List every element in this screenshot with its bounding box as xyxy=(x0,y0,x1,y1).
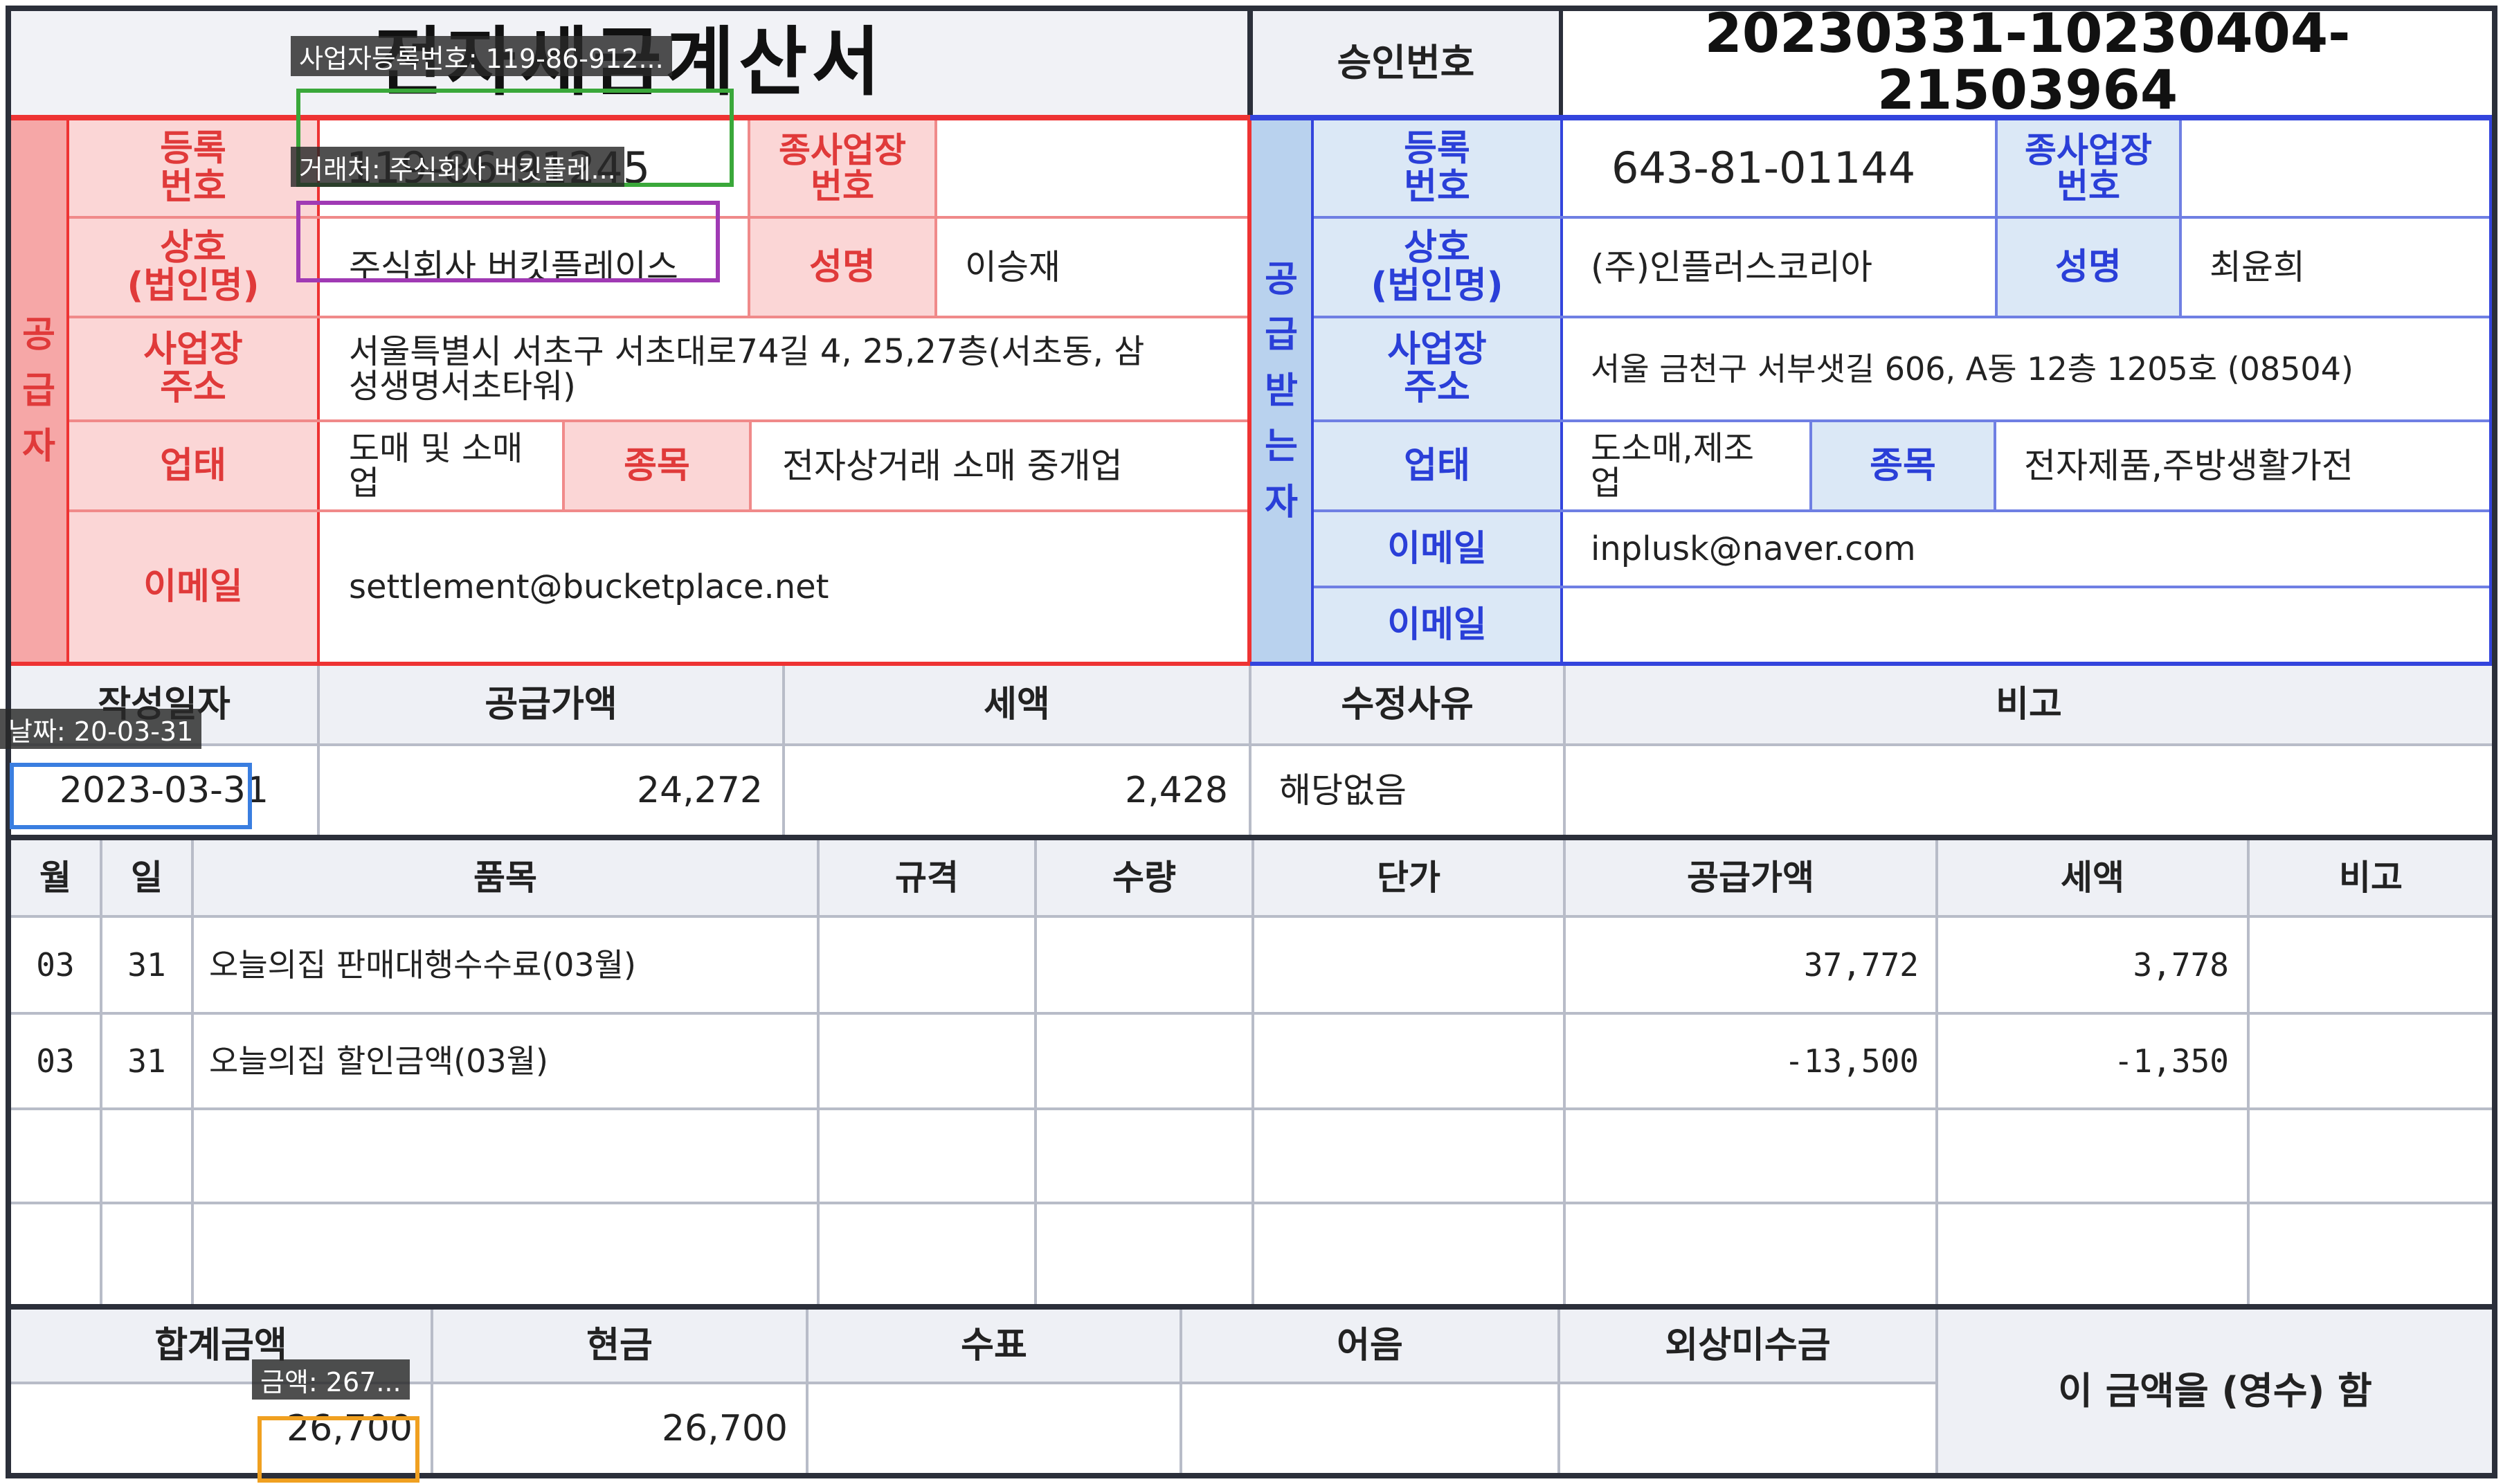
item-supply: 37,772 xyxy=(1803,945,1919,984)
totals-total: 26,700 xyxy=(287,1407,413,1449)
summary-header-supply: 공급가액 xyxy=(485,683,617,725)
totals-check xyxy=(808,1384,1162,1473)
items-header-unit-price: 단가 xyxy=(1377,857,1440,898)
approval-label: 승인번호 xyxy=(1337,40,1475,84)
summary-tax: 2,428 xyxy=(1125,769,1228,811)
item-tax: -1,350 xyxy=(2113,1042,2229,1080)
supplier-address: 서울특별시 서초구 서초대로74길 4, 25,27층(서초동, 삼 성생명서초… xyxy=(349,332,1145,406)
totals-credit xyxy=(1560,1384,1917,1473)
supplier-name-label: 성명 xyxy=(809,246,876,288)
buyer-reg-no-label: 등록 번호 xyxy=(1404,128,1470,208)
totals-header-bill: 어음 xyxy=(1337,1324,1403,1366)
summary-header-reason: 수정사유 xyxy=(1341,683,1474,725)
buyer-branch-no-label: 종사업장 번호 xyxy=(2025,129,2152,206)
buyer-address: 서울 금천구 서부샛길 606, A동 12층 1205호 (08504) xyxy=(1591,350,2353,388)
items-header-spec: 규격 xyxy=(895,857,959,898)
item-month: 03 xyxy=(36,945,75,984)
summary-supply-amount: 24,272 xyxy=(637,769,763,811)
totals-cash: 26,700 xyxy=(662,1407,788,1449)
buyer-company: (주)인플러스코리아 xyxy=(1591,246,1873,287)
item-tax: 3,778 xyxy=(2133,945,2229,984)
receipt-text: 이 금액을 (영수) 함 xyxy=(2058,1368,2372,1413)
items-header-qty: 수량 xyxy=(1112,857,1176,898)
item-name: 오늘의집 판매대행수수료(03월) xyxy=(209,945,636,984)
buyer-business-type-label: 업태 xyxy=(1404,444,1470,487)
approval-number: 20230331-10230404-21503964 xyxy=(1704,3,2351,122)
items-header-note: 비고 xyxy=(2339,857,2403,898)
items-table: 월 일 품목 규격 수량 단가 공급가액 세액 비고 03 31 오늘의집 판매… xyxy=(11,840,2492,1304)
annotation-label-date: 날짜: 20-03-31 xyxy=(0,709,202,749)
totals-header-cash: 현금 xyxy=(586,1324,653,1366)
items-header-day: 일 xyxy=(131,857,163,898)
buyer-email: inplusk@naver.com xyxy=(1591,529,1916,568)
items-header-supply: 공급가액 xyxy=(1687,857,1814,898)
item-name: 오늘의집 할인금액(03월) xyxy=(209,1042,548,1080)
buyer-email2-label: 이메일 xyxy=(1387,604,1487,646)
buyer-side-label: 공 급 받 는 자 xyxy=(1265,258,1298,523)
supplier-item: 전자상거래 소매 중개업 xyxy=(782,445,1123,486)
supplier-item-label: 종목 xyxy=(624,444,690,487)
totals-header-check: 수표 xyxy=(961,1324,1027,1366)
items-header-item: 품목 xyxy=(473,857,537,898)
item-supply: -13,500 xyxy=(1784,1042,1919,1080)
summary-header-note: 비고 xyxy=(1996,683,2062,725)
annotation-label-reg-no: 사업자등록번호: 119-86-912... xyxy=(291,36,672,76)
approval-label-cell xyxy=(1253,11,1559,115)
annotation-label-amount: 금액: 267... xyxy=(252,1359,410,1400)
supplier-side-label: 공 급 자 xyxy=(22,314,55,468)
buyer-email2 xyxy=(1563,588,2488,662)
summary-header-tax: 세액 xyxy=(984,683,1050,725)
annotation-box-amount xyxy=(257,1416,419,1483)
annotation-box-date xyxy=(10,763,252,829)
buyer-item: 전자제품,주방생활가전 xyxy=(2024,445,2353,486)
summary-reason: 해당없음 xyxy=(1279,770,1407,811)
buyer-item-label: 종목 xyxy=(1870,444,1936,487)
supplier-side-cell xyxy=(11,120,66,662)
item-day: 31 xyxy=(127,1042,166,1080)
supplier-reg-no-label: 등록 번호 xyxy=(160,128,226,208)
annotation-label-company: 거래처: 주식회사 버킷플레... xyxy=(291,147,624,187)
buyer-email-label: 이메일 xyxy=(1387,527,1487,570)
buyer-business-type: 도소매,제조 업 xyxy=(1591,428,1755,503)
totals-bill xyxy=(1182,1384,1539,1473)
items-header-tax: 세액 xyxy=(2061,857,2124,898)
item-month: 03 xyxy=(36,1042,75,1080)
totals-header-credit: 외상미수금 xyxy=(1665,1324,1831,1366)
buyer-company-label: 상호 (법인명) xyxy=(1371,227,1503,307)
supplier-email: settlement@bucketplace.net xyxy=(349,567,829,606)
supplier-branch-no xyxy=(937,120,1247,216)
buyer-branch-no xyxy=(2182,120,2489,216)
summary-date: 2023-03-31 xyxy=(59,769,269,811)
supplier-address-label: 사업장 주소 xyxy=(143,329,243,408)
supplier-email-label: 이메일 xyxy=(143,565,243,608)
items-header-month: 월 xyxy=(39,857,71,898)
summary-note xyxy=(1566,746,2492,835)
buyer-name-label: 성명 xyxy=(2055,246,2122,288)
supplier-business-type-label: 업태 xyxy=(160,444,226,487)
totals-header-total: 합계금액 xyxy=(154,1324,287,1366)
supplier-branch-no-label: 종사업장 번호 xyxy=(779,129,906,206)
buyer-reg-no: 643-81-01144 xyxy=(1611,143,1916,194)
buyer-address-label: 사업장 주소 xyxy=(1387,329,1487,408)
supplier-name: 이승재 xyxy=(965,246,1060,287)
buyer-name: 최윤희 xyxy=(2210,246,2305,287)
item-day: 31 xyxy=(127,945,166,984)
supplier-company-label: 상호 (법인명) xyxy=(127,227,260,307)
annotation-box-company xyxy=(296,201,720,282)
supplier-business-type: 도매 및 소매 업 xyxy=(349,428,523,503)
buyer-side-cell xyxy=(1252,120,1311,662)
